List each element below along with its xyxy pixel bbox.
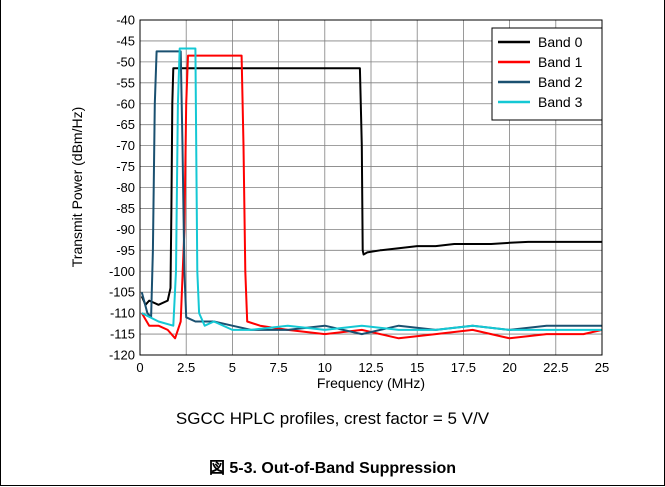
- y-tick-label: -45: [116, 33, 135, 48]
- series-line-band-0: [140, 67, 602, 306]
- y-tick-label: -95: [116, 243, 135, 258]
- x-tick-label: 20: [502, 360, 516, 375]
- x-axis-ticks: 0 2.5 5 7.5 10 12.5 15 17.5 20 22.5 25: [136, 360, 609, 375]
- y-axis-ticks: -40 -45 -50 -55 -60 -65 -70 -75 -80 -85 -90 -95 -100…: [109, 13, 135, 363]
- y-tick-label: -80: [116, 180, 135, 195]
- figure-subtitle: SGCC HPLC profiles, crest factor = 5 V/V: [175, 409, 490, 428]
- y-tick-label: -55: [116, 75, 135, 90]
- y-tick-label: -40: [116, 13, 135, 28]
- x-tick-label: 2.5: [177, 360, 195, 375]
- chart-series-layer: [140, 47, 603, 340]
- y-tick-label: -110: [110, 306, 135, 321]
- x-tick-label: 15: [410, 360, 424, 375]
- legend-label: Band 1: [538, 54, 583, 70]
- y-tick-label: -75: [116, 159, 135, 174]
- y-tick-label: -100: [109, 264, 135, 279]
- y-tick-label: -70: [116, 138, 135, 153]
- y-tick-label: -105: [109, 285, 135, 300]
- y-tick-label: -60: [116, 96, 135, 111]
- legend-label: Band 2: [538, 74, 583, 90]
- x-tick-label: 0: [136, 360, 143, 375]
- legend-box: [491, 27, 603, 121]
- y-tick-label: -90: [116, 222, 135, 237]
- x-tick-label: 22.5: [543, 360, 568, 375]
- figure-caption: 図 5-3. Out-of-Band Suppression: [208, 460, 457, 477]
- y-tick-label: -65: [116, 117, 135, 132]
- y-tick-label: -115: [110, 327, 135, 342]
- y-tick-label: -120: [109, 348, 135, 363]
- y-tick-label: -50: [116, 54, 135, 69]
- legend-label: Band 0: [538, 34, 583, 50]
- x-tick-label: 7.5: [270, 360, 288, 375]
- y-tick-label: -85: [116, 201, 135, 216]
- legend-label: Band 3: [538, 94, 583, 110]
- x-tick-label: 12.5: [358, 360, 383, 375]
- x-tick-label: 5: [229, 360, 236, 375]
- plot-border: [139, 19, 603, 356]
- x-tick-label: 10: [318, 360, 332, 375]
- series-line-band-3: [141, 47, 602, 331]
- x-tick-label: 25: [595, 360, 609, 375]
- x-tick-label: 17.5: [451, 360, 476, 375]
- x-axis-label: Frequency (MHz): [317, 375, 425, 391]
- legend: Band 0 Band 1 Band 2 Band 3: [491, 27, 603, 121]
- chart: 0 2.5 5 7.5 10 12.5 15 17.5 20 22.5 25 -40 -45 -50 -5…: [69, 13, 609, 392]
- series-line-band-1: [140, 54, 603, 340]
- y-axis-label: Transmit Power (dBm/Hz): [69, 107, 85, 268]
